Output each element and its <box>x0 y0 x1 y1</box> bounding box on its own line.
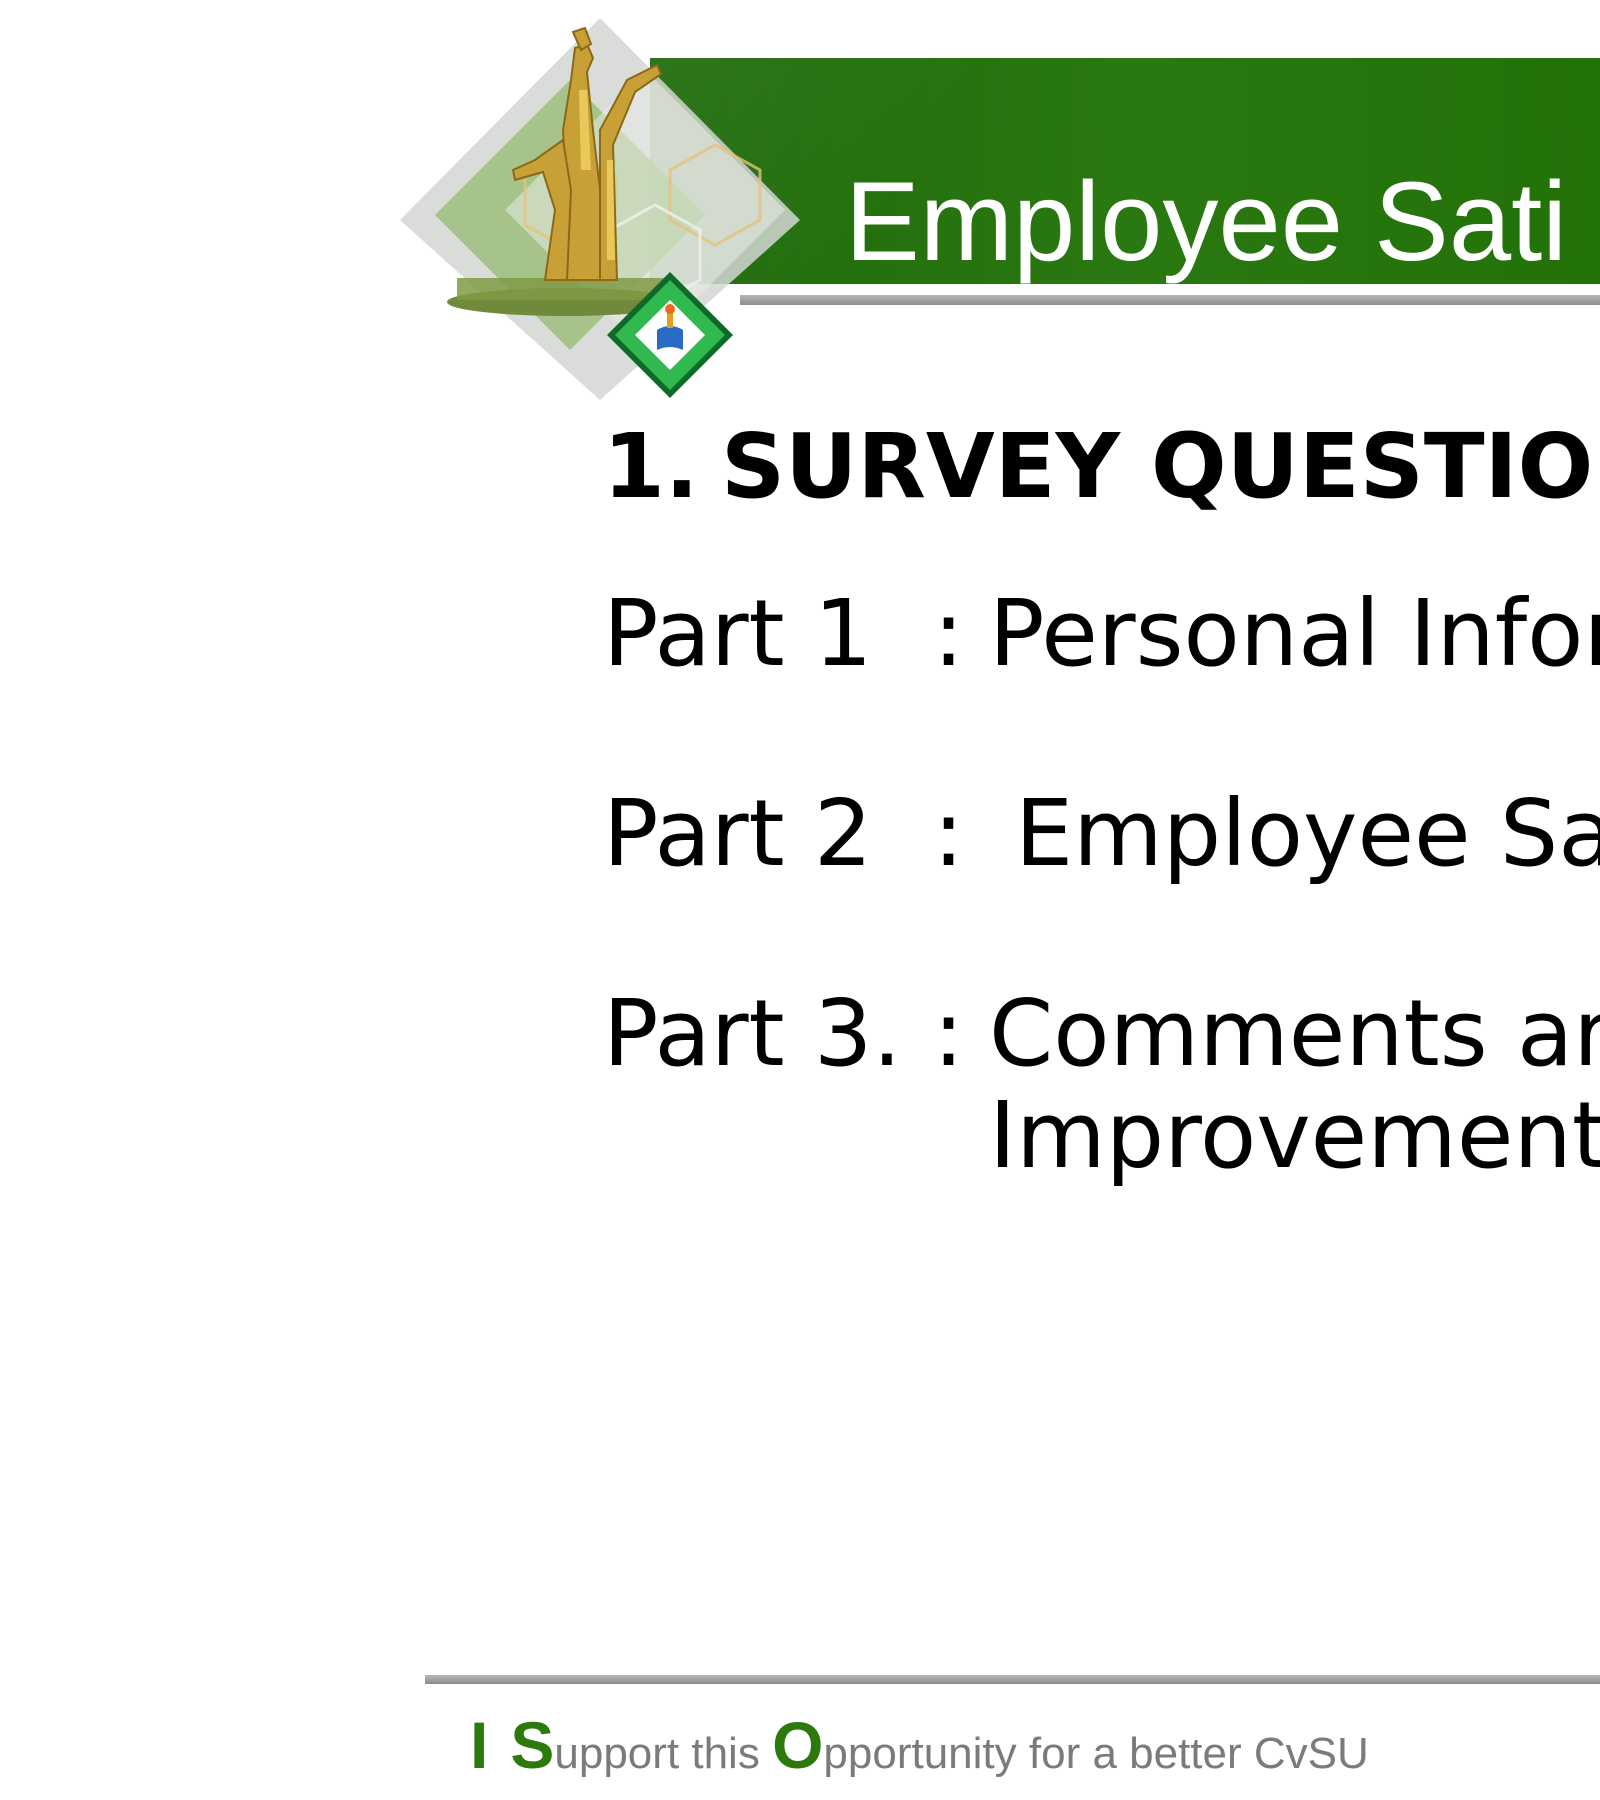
title-banner: Employee Sati <box>650 58 1600 284</box>
university-emblem <box>395 10 815 410</box>
part-colon: : <box>933 980 964 1087</box>
part-label: Part 2 <box>603 780 873 887</box>
part-colon: : <box>933 780 964 887</box>
part-label: Part 3. <box>603 980 902 1087</box>
part-label: Part 1 <box>603 580 873 687</box>
monument-statue <box>511 26 663 281</box>
university-seal-icon <box>607 272 733 398</box>
slogan-letter-i: I <box>470 1708 489 1782</box>
slide-title: Employee Sati <box>845 159 1568 284</box>
part-text-line: Employee Sa <box>1015 780 1600 887</box>
monument-and-seal-icon <box>400 18 800 400</box>
slogan-support: upport this <box>554 1729 760 1778</box>
part-colon: : <box>933 580 964 687</box>
part-text: Personal Inforr <box>989 583 1600 685</box>
footer-slogan: I Support this Opportunity for a better C… <box>470 1712 1369 1778</box>
slogan-letter-s: S <box>510 1708 555 1782</box>
section-number: 1. <box>603 414 699 518</box>
section-heading: 1.SURVEY QUESTIONN <box>603 422 1600 511</box>
slogan-letter-o: O <box>772 1708 824 1782</box>
slogan-opportunity: pportunity for a better CvSU <box>823 1729 1369 1778</box>
part-text: Employee Sa <box>1015 783 1600 885</box>
part-text-line: Improvement <box>989 1082 1600 1189</box>
part-text-line: Personal Inforr <box>989 580 1600 687</box>
part-text: Comments ar Improvement <box>989 983 1600 1187</box>
banner-underline <box>740 295 1600 305</box>
section-title: SURVEY QUESTIONN <box>721 414 1600 518</box>
footer-rule <box>425 1675 1600 1684</box>
part-text-line: Comments ar <box>989 980 1600 1087</box>
